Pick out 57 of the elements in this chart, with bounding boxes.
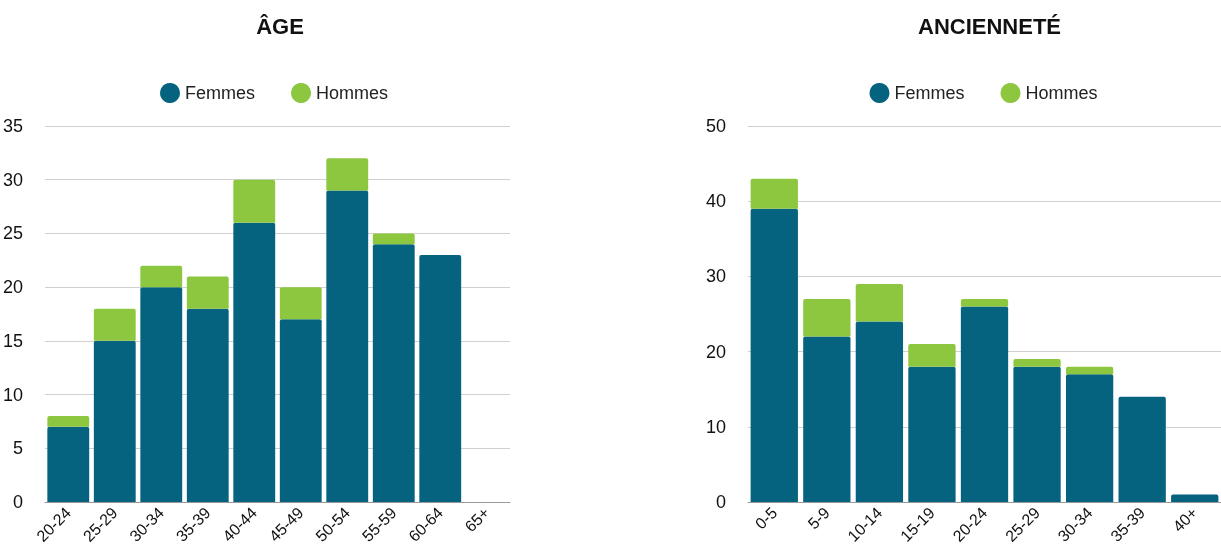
legend-label: Femmes <box>894 83 965 103</box>
y-tick-label: 40 <box>705 191 726 212</box>
y-tick-label: 50 <box>705 116 726 136</box>
bar <box>419 254 462 502</box>
bar <box>960 306 1009 502</box>
bar <box>750 178 798 209</box>
bar <box>1118 396 1166 502</box>
y-tick-label: 20 <box>705 341 726 362</box>
y-tick-label: 10 <box>2 384 24 405</box>
x-tick-label: 5-9 <box>804 503 833 533</box>
bar <box>750 208 798 502</box>
bar <box>908 366 956 502</box>
bar <box>279 287 322 320</box>
legend-label: Hommes <box>1025 83 1098 103</box>
y-tick-label: 10 <box>705 416 726 437</box>
bar <box>233 222 276 502</box>
chart-title: ANCIENNETÉ <box>917 13 1062 39</box>
bar <box>908 344 956 367</box>
chart-title: ÂGE <box>256 13 304 39</box>
y-tick-label: 15 <box>2 330 24 351</box>
bar <box>855 283 904 322</box>
bar <box>186 308 229 502</box>
bar <box>140 287 183 502</box>
bar <box>1013 366 1061 502</box>
bar <box>855 321 904 502</box>
bar <box>803 298 851 337</box>
legend-label: Hommes <box>316 83 389 103</box>
y-tick-label: 0 <box>715 492 726 512</box>
bar <box>140 265 183 288</box>
bar <box>372 233 415 245</box>
bar <box>93 340 136 502</box>
y-tick-label: 30 <box>2 169 24 190</box>
x-tick-label: 40+ <box>1169 503 1201 536</box>
bar <box>233 179 276 223</box>
bar <box>803 336 851 502</box>
bar <box>186 276 229 309</box>
bar <box>372 244 415 502</box>
y-tick-label: 5 <box>13 438 24 459</box>
y-tick-label: 35 <box>2 116 24 136</box>
bar <box>960 298 1009 307</box>
bar <box>93 308 136 341</box>
legend-label: Femmes <box>185 83 256 103</box>
bar <box>1065 366 1114 375</box>
y-tick-label: 20 <box>2 277 24 298</box>
bar <box>279 319 322 502</box>
bar <box>47 426 90 502</box>
bar <box>326 158 369 191</box>
bar <box>1065 374 1114 502</box>
x-tick-label: 0-5 <box>751 503 781 533</box>
bar <box>326 190 369 502</box>
bar <box>1013 359 1061 367</box>
x-tick-label: 65+ <box>461 503 493 536</box>
bar <box>1171 494 1219 502</box>
y-tick-label: 0 <box>13 492 24 512</box>
y-tick-label: 25 <box>2 223 24 244</box>
y-tick-label: 30 <box>705 266 726 287</box>
bar <box>47 416 90 427</box>
